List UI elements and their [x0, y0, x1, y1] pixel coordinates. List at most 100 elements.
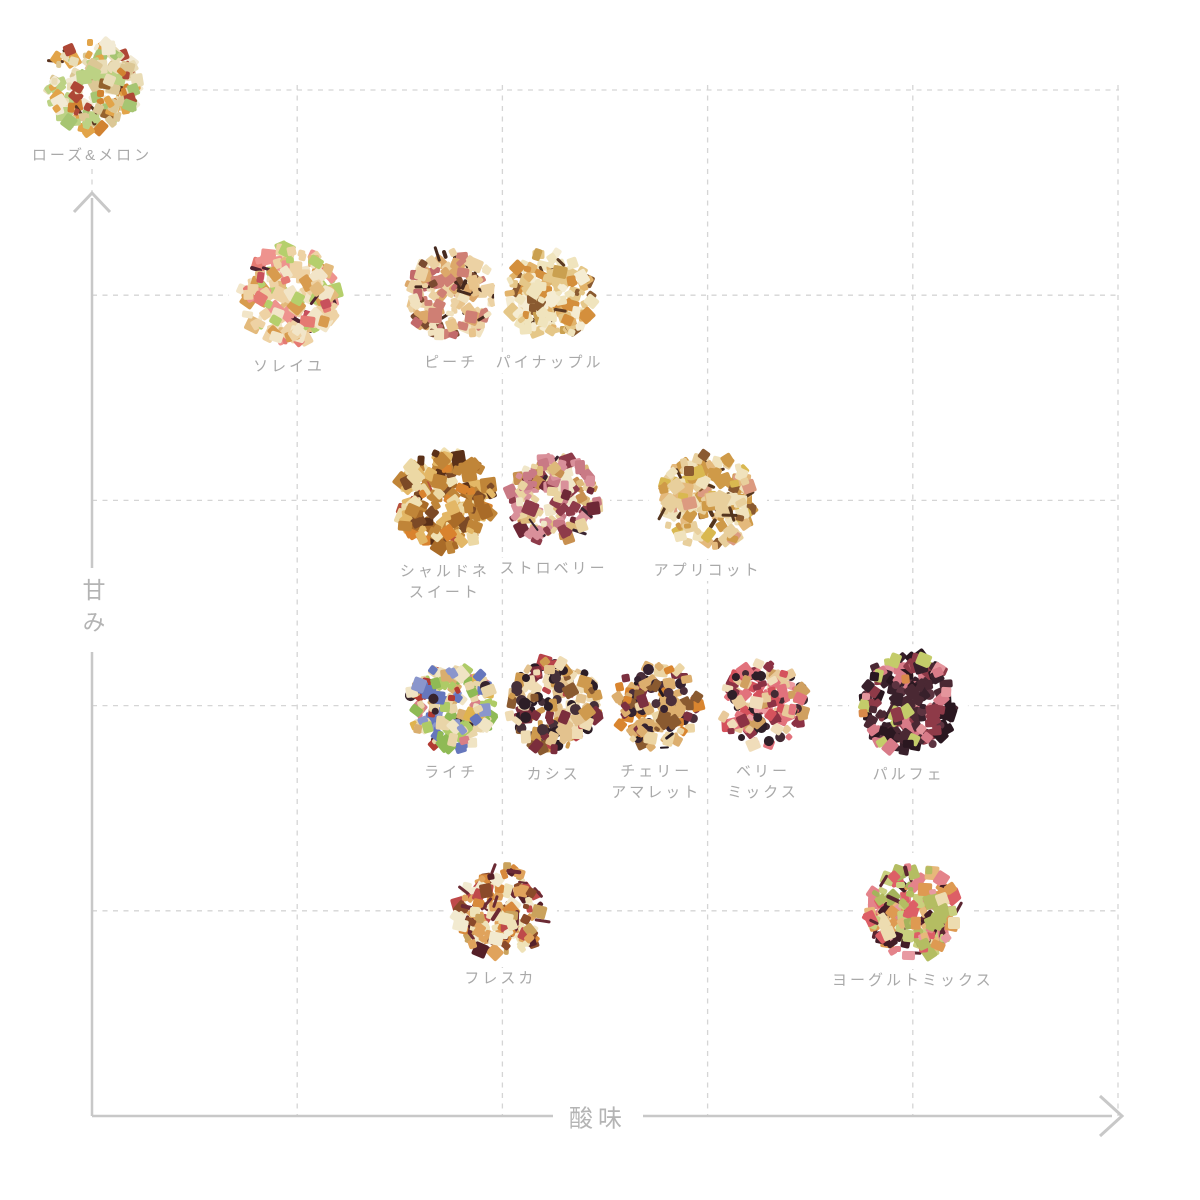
- blend-label: ピーチ: [421, 352, 482, 374]
- fruit-chunk: [516, 918, 525, 927]
- fruit-chunk: [466, 274, 480, 291]
- fruit-chunk: [565, 275, 577, 287]
- blend-label: パルフェ: [869, 764, 948, 786]
- fruit-chunk: [948, 917, 960, 930]
- blend-ball: [849, 644, 969, 764]
- fruit-chunk: [797, 712, 808, 722]
- fruit-chunk: [550, 743, 558, 755]
- fruit-chunk: [317, 314, 330, 328]
- blend-label-line: ライチ: [421, 761, 482, 783]
- fruit-chunk: [424, 300, 433, 307]
- blend-label-line: ローズ&メロン: [28, 144, 156, 166]
- blend-label-line: スイート: [396, 582, 493, 604]
- fruit-chunk: [456, 267, 470, 278]
- fruit-chunk: [472, 897, 486, 908]
- fruit-chunk: [464, 310, 479, 325]
- fruit-chunk: [680, 674, 693, 685]
- fruit-chunk: [862, 692, 870, 700]
- fruit-chunk: [537, 281, 548, 292]
- blend-label: ローズ&メロン: [28, 144, 156, 166]
- fruit-chunk: [242, 290, 254, 301]
- blend-label: ストロベリー: [496, 557, 611, 579]
- fruit-chunk: [748, 695, 764, 710]
- fruit-chunk: [543, 664, 555, 674]
- blend-ball: [854, 852, 971, 969]
- blend-label: チェリー アマレット: [608, 761, 705, 804]
- blend-label: アプリコット: [650, 560, 765, 582]
- blend-ball: [396, 650, 507, 761]
- fruit-chunk: [900, 673, 910, 684]
- fruit-chunk: [397, 520, 412, 532]
- x-axis-label: 酸味: [553, 1096, 643, 1136]
- fruit-chunk: [297, 248, 306, 257]
- fruit-chunk: [784, 733, 794, 742]
- fruit-chunk: [745, 736, 763, 753]
- blend-label-line: カシス: [523, 763, 584, 785]
- fruit-chunk: [621, 673, 631, 682]
- fruit-chunk: [541, 520, 548, 527]
- fruit-chunk: [432, 707, 440, 715]
- fruit-chunk: [468, 327, 477, 337]
- fruit-chunk: [463, 501, 474, 514]
- fruit-chunk: [481, 264, 493, 275]
- fruit-chunk: [458, 461, 474, 474]
- blend-ball: [493, 239, 606, 352]
- fruit-chunk: [727, 728, 735, 735]
- blend-label-line: ストロベリー: [496, 557, 611, 579]
- blend-ball: [708, 651, 818, 761]
- fruit-chunk: [711, 541, 719, 550]
- fruit-chunk: [520, 730, 532, 745]
- blend-label-line: パイナップル: [492, 352, 607, 374]
- fruit-chunk: [427, 307, 443, 324]
- fruit-chunk: [721, 513, 738, 517]
- fruit-chunk: [705, 491, 723, 508]
- blend-label-line: チェリー: [608, 761, 705, 783]
- fruit-chunk: [50, 77, 58, 85]
- blend-label: シャルドネ スイート: [396, 561, 493, 604]
- fruit-chunk: [473, 516, 481, 523]
- fruit-chunk: [100, 40, 117, 55]
- blend-ball: [34, 27, 150, 144]
- blend-ball: [497, 443, 611, 557]
- fruit-chunk: [925, 866, 933, 875]
- y-axis-label: 甘み: [68, 568, 116, 652]
- fruit-chunk: [531, 903, 548, 920]
- blend-ball: [443, 854, 557, 968]
- fruit-chunk: [585, 486, 595, 496]
- fruit-chunk: [515, 497, 524, 507]
- blend-ball: [395, 239, 508, 352]
- fruit-chunk: [909, 916, 921, 930]
- fruit-chunk: [903, 740, 915, 749]
- fruit-chunk: [518, 697, 531, 710]
- fruit-chunk: [552, 520, 565, 528]
- blend-label-line: アプリコット: [650, 560, 765, 582]
- fruit-chunk: [685, 699, 695, 711]
- fruit-chunk: [546, 486, 559, 497]
- x-axis-arrow-icon: [1098, 1094, 1125, 1138]
- blend-label-line: ミックス: [724, 782, 802, 804]
- blend-label: ヨーグルトミックス: [829, 969, 997, 991]
- blend-label: ライチ: [421, 761, 482, 783]
- fruit-chunk: [451, 917, 469, 933]
- y-axis-arrow-icon: [72, 190, 112, 214]
- blend-label-line: ピーチ: [421, 352, 482, 374]
- fruit-chunk: [559, 727, 572, 741]
- fruit-chunk: [537, 465, 544, 477]
- blend-ball: [648, 441, 767, 560]
- blend-label-line: アマレット: [608, 782, 705, 804]
- blend-ball: [384, 440, 505, 561]
- blend-label-line: フレスカ: [461, 968, 540, 990]
- fruit-chunk: [928, 887, 937, 895]
- fruit-chunk: [902, 950, 916, 961]
- blend-label-line: ベリー: [724, 761, 802, 783]
- fruit-chunk: [253, 255, 264, 265]
- blend-label: パイナップル: [492, 352, 607, 374]
- fruit-chunk: [97, 89, 105, 97]
- fruit-chunk: [585, 475, 596, 488]
- fruit-chunk: [530, 480, 538, 487]
- fruit-chunk: [470, 907, 480, 917]
- fruit-chunk: [67, 101, 76, 113]
